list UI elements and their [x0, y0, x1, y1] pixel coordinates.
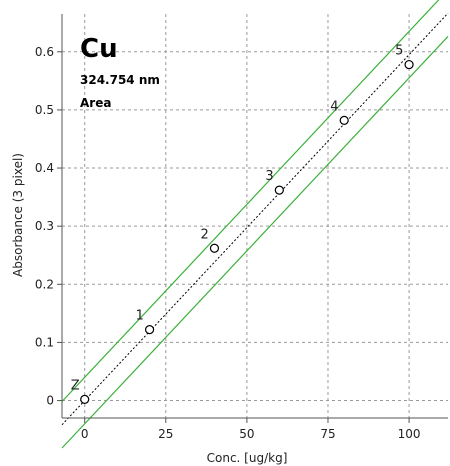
- y-axis-title: Absorbance (3 pixel): [11, 153, 25, 277]
- lower-confidence-line: [61, 36, 449, 449]
- y-tick-label: 0.3: [35, 219, 54, 233]
- chart-subtitle-wavelength: 324.754 nm: [80, 73, 160, 87]
- x-tick-label: 25: [158, 427, 173, 441]
- y-tick-label: 0.5: [35, 103, 54, 117]
- y-tick-label: 0.6: [35, 45, 54, 59]
- y-tick-label: 0.2: [35, 277, 54, 291]
- point-label-4: 4: [330, 99, 338, 114]
- upper-confidence-line: [61, 0, 440, 402]
- x-axis-title: Conc. [ug/kg]: [207, 451, 288, 465]
- y-tick-label: 0: [46, 394, 54, 408]
- data-point-3: [274, 185, 284, 195]
- point-label-2: 2: [200, 227, 208, 242]
- point-label-1: 1: [136, 309, 144, 324]
- confidence-band: [61, 0, 449, 449]
- point-label-5: 5: [395, 44, 403, 59]
- data-point-5: [404, 59, 414, 70]
- x-tick-label: 100: [398, 427, 421, 441]
- x-tick-label: 75: [320, 427, 335, 441]
- point-label-Z: Z: [71, 378, 80, 393]
- y-tick-label: 0.4: [35, 161, 54, 175]
- x-tick-label: 0: [81, 427, 89, 441]
- y-tick-label: 0.1: [35, 335, 54, 349]
- data-point-4: [339, 115, 349, 125]
- data-points: [80, 59, 414, 404]
- grid: [62, 14, 448, 418]
- data-point-Z: [80, 394, 90, 404]
- point-labels: Z 1 2 3 4 5: [71, 44, 404, 394]
- data-point-2: [209, 243, 220, 253]
- plot-area: [62, 14, 448, 418]
- chart-subtitle-mode: Area: [80, 96, 111, 110]
- point-label-3: 3: [265, 169, 273, 184]
- data-point-1: [144, 325, 155, 335]
- x-tick-label: 50: [239, 427, 254, 441]
- chart-title: Cu: [80, 34, 118, 64]
